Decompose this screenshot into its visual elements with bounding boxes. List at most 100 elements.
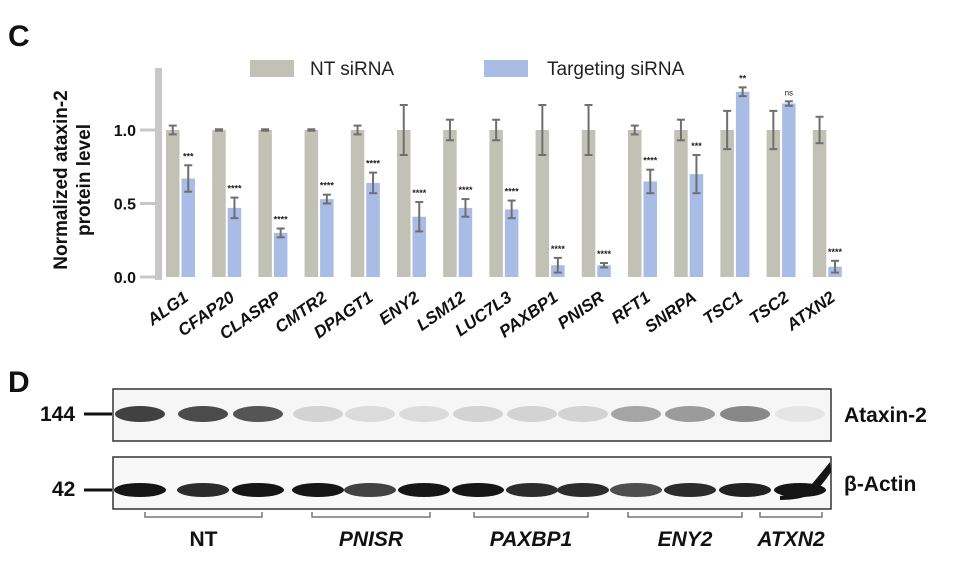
actin-band: [177, 483, 229, 497]
ataxin-band: [178, 406, 228, 422]
actin-band: [506, 483, 558, 497]
actin-blot-frame: [112, 456, 832, 510]
panel-d-letter: D: [8, 366, 30, 399]
bar-nt: [166, 130, 180, 277]
significance-label: ****: [505, 187, 520, 197]
y-tick-label: 0.0: [114, 270, 136, 287]
significance-label: ****: [551, 244, 566, 254]
category-label: SNRPA: [641, 288, 700, 337]
bar-targeting: [320, 199, 334, 277]
y-tick-label: 0.5: [114, 197, 136, 214]
bar-targeting: [366, 182, 380, 277]
bar-targeting: [782, 103, 796, 277]
bar-targeting: [735, 91, 750, 277]
bar-targeting: [689, 174, 704, 277]
legend-label-nt: NT siRNA: [310, 59, 394, 80]
y-ticks: 0.0 0.5 1.0: [114, 123, 155, 287]
ataxin-band: [233, 406, 283, 422]
actin-band: [398, 483, 450, 497]
bar-targeting: [227, 207, 242, 277]
bar-targeting: [181, 178, 195, 277]
significance-label: **: [739, 73, 747, 83]
significance-label: ****: [828, 247, 843, 257]
category-labels: ALG1CFAP20CLASRPCMTR2DPAGT1ENY2LSM12LUC7…: [143, 287, 839, 343]
western-blot: 144 42 Ataxin-2 β-Actin NT PNISR PAXBP1 ENY…: [40, 388, 927, 551]
ataxin-band: [345, 406, 395, 422]
ataxin-band: [453, 406, 503, 422]
ataxin-band: [775, 406, 825, 422]
lane-group-bracket: [759, 512, 823, 518]
lane-group-bracket: [627, 512, 743, 518]
bar-targeting: [643, 181, 657, 277]
bar-nt: [304, 130, 319, 277]
y-axis-title-line-2: protein level: [74, 124, 95, 236]
bar-nt: [674, 130, 688, 277]
ataxin-band: [558, 406, 608, 422]
beta-actin-label: β-Actin: [844, 473, 916, 496]
legend-swatch-nt: [250, 60, 294, 77]
bar-nt: [212, 130, 226, 277]
actin-band-smear: [780, 462, 831, 500]
actin-band: [557, 483, 609, 497]
bar-chart: Normalized ataxin-2 protein level 0.0 0.5…: [51, 59, 843, 343]
lane-group-label: PNISR: [339, 528, 404, 551]
significance-label: ****: [412, 188, 427, 198]
ataxin-band: [611, 406, 661, 422]
lane-group-label: NT: [190, 528, 218, 551]
lane-group-bracket: [144, 512, 263, 518]
marker-144-label: 144: [40, 403, 75, 426]
significance-label: ****: [227, 184, 242, 194]
significance-label: ***: [183, 151, 194, 161]
category-label: TSC1: [700, 288, 747, 328]
bar-targeting: [504, 209, 519, 277]
significance-label: ****: [320, 181, 335, 191]
lane-group-label: ATXN2: [756, 528, 825, 551]
ataxin-band: [507, 406, 557, 422]
significance-label: ****: [366, 159, 381, 169]
marker-42-label: 42: [52, 478, 75, 501]
significance-label: ****: [458, 185, 473, 195]
lane-group-label: ENY2: [658, 528, 713, 551]
bar-nt: [766, 130, 781, 277]
significance-label: ns: [785, 88, 793, 97]
actin-band: [664, 483, 716, 497]
y-axis-title-line-1: Normalized ataxin-2: [51, 90, 72, 270]
actin-band: [610, 483, 662, 497]
bar-targeting: [597, 265, 611, 277]
bar-nt: [581, 130, 596, 277]
bar-nt: [350, 130, 365, 277]
category-label: PNISR: [554, 287, 608, 333]
ataxin-bands: [115, 406, 825, 422]
lane-group-label: PAXBP1: [490, 528, 572, 551]
y-axis-title: Normalized ataxin-2 protein level: [51, 90, 95, 270]
lane-groups: NT PNISR PAXBP1 ENY2 ATXN2: [144, 512, 825, 551]
bar-nt: [397, 130, 411, 277]
bar-nt: [628, 130, 642, 277]
legend-swatch-targeting: [484, 60, 528, 77]
lane-group-bracket: [311, 512, 431, 518]
bar-nt: [535, 130, 550, 277]
actin-band: [232, 483, 284, 497]
bar-nt: [720, 130, 734, 277]
panel-c-letter: C: [8, 20, 30, 53]
actin-band: [292, 483, 344, 497]
actin-band: [452, 483, 504, 497]
significance-label: ****: [643, 156, 658, 166]
ataxin-band: [293, 406, 343, 422]
bar-nt: [443, 130, 457, 277]
bar-nt: [489, 130, 503, 277]
ataxin-band: [115, 406, 165, 422]
bar-targeting: [273, 232, 288, 277]
bars: *********************** **** *************…: [166, 73, 843, 277]
actin-bands: [114, 462, 831, 500]
y-tick-label: 1.0: [114, 123, 136, 140]
significance-label: ***: [691, 141, 702, 151]
legend-label-targeting: Targeting siRNA: [547, 59, 685, 80]
significance-label: ****: [597, 249, 612, 259]
bar-nt: [258, 130, 272, 277]
actin-band: [114, 483, 166, 497]
ataxin-band: [665, 406, 715, 422]
y-axis-line: [155, 68, 162, 280]
ataxin-band: [720, 406, 770, 422]
